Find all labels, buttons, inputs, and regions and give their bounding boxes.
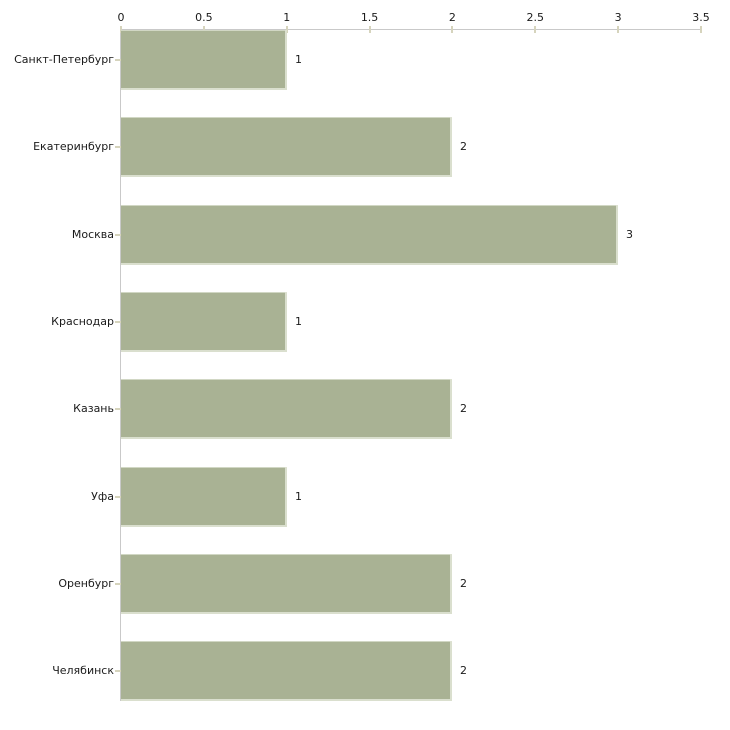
bar-value-label: 1 <box>295 314 302 328</box>
category-label: Санкт-Петербург <box>14 53 114 66</box>
category-label: Уфа <box>91 489 114 503</box>
x-axis-line <box>120 29 702 30</box>
bar <box>121 291 287 352</box>
x-axis-tick-label: 3.5 <box>692 11 710 24</box>
x-axis-tick-label: 3 <box>614 11 622 24</box>
x-axis-tick-mark <box>617 26 620 33</box>
category-label: Екатеринбург <box>33 140 114 154</box>
x-axis-tick-label: 1 <box>283 11 291 24</box>
category-label: Москва <box>71 227 114 241</box>
category-tick-mark <box>115 495 122 498</box>
x-axis-tick-mark <box>368 26 371 33</box>
category-label: Оренбург <box>58 576 114 590</box>
category-label: Челябинск <box>52 664 114 678</box>
category-tick-mark <box>115 670 122 673</box>
bar-value-label: 2 <box>460 664 467 678</box>
bar <box>121 204 618 265</box>
category-label: Краснодар <box>51 314 114 328</box>
bar <box>121 117 452 178</box>
bar <box>121 466 287 527</box>
category-tick-mark <box>115 146 122 149</box>
category-tick-mark <box>115 233 122 236</box>
bar <box>121 379 452 440</box>
x-axis-tick-label: 0.5 <box>195 11 213 24</box>
category-label: Казань <box>73 402 114 416</box>
bar-value-label: 2 <box>460 140 467 154</box>
x-axis-tick-label: 0 <box>117 11 125 24</box>
x-axis-tick-mark <box>534 26 537 33</box>
bar-value-label: 2 <box>460 576 467 590</box>
x-axis-tick-mark <box>451 26 454 33</box>
x-axis-tick-label: 2 <box>448 11 456 24</box>
category-tick-mark <box>115 408 122 411</box>
bar-value-label: 1 <box>295 489 302 503</box>
x-axis-tick-mark <box>202 26 205 33</box>
x-axis-tick-label: 1.5 <box>360 11 379 24</box>
bar-value-label: 3 <box>626 227 633 241</box>
x-axis-tick-label: 2.5 <box>526 11 545 24</box>
category-tick-mark <box>115 59 122 61</box>
bar-value-label: 1 <box>295 53 302 66</box>
y-axis-line <box>120 29 121 701</box>
bar-value-label: 2 <box>460 402 467 416</box>
x-axis-tick-mark <box>700 26 702 33</box>
x-axis-tick-mark <box>120 26 122 33</box>
bar <box>121 641 452 702</box>
bar <box>121 30 287 90</box>
x-axis-tick-mark <box>285 26 288 33</box>
category-tick-mark <box>115 582 122 585</box>
bar <box>121 553 452 614</box>
category-tick-mark <box>115 320 122 323</box>
